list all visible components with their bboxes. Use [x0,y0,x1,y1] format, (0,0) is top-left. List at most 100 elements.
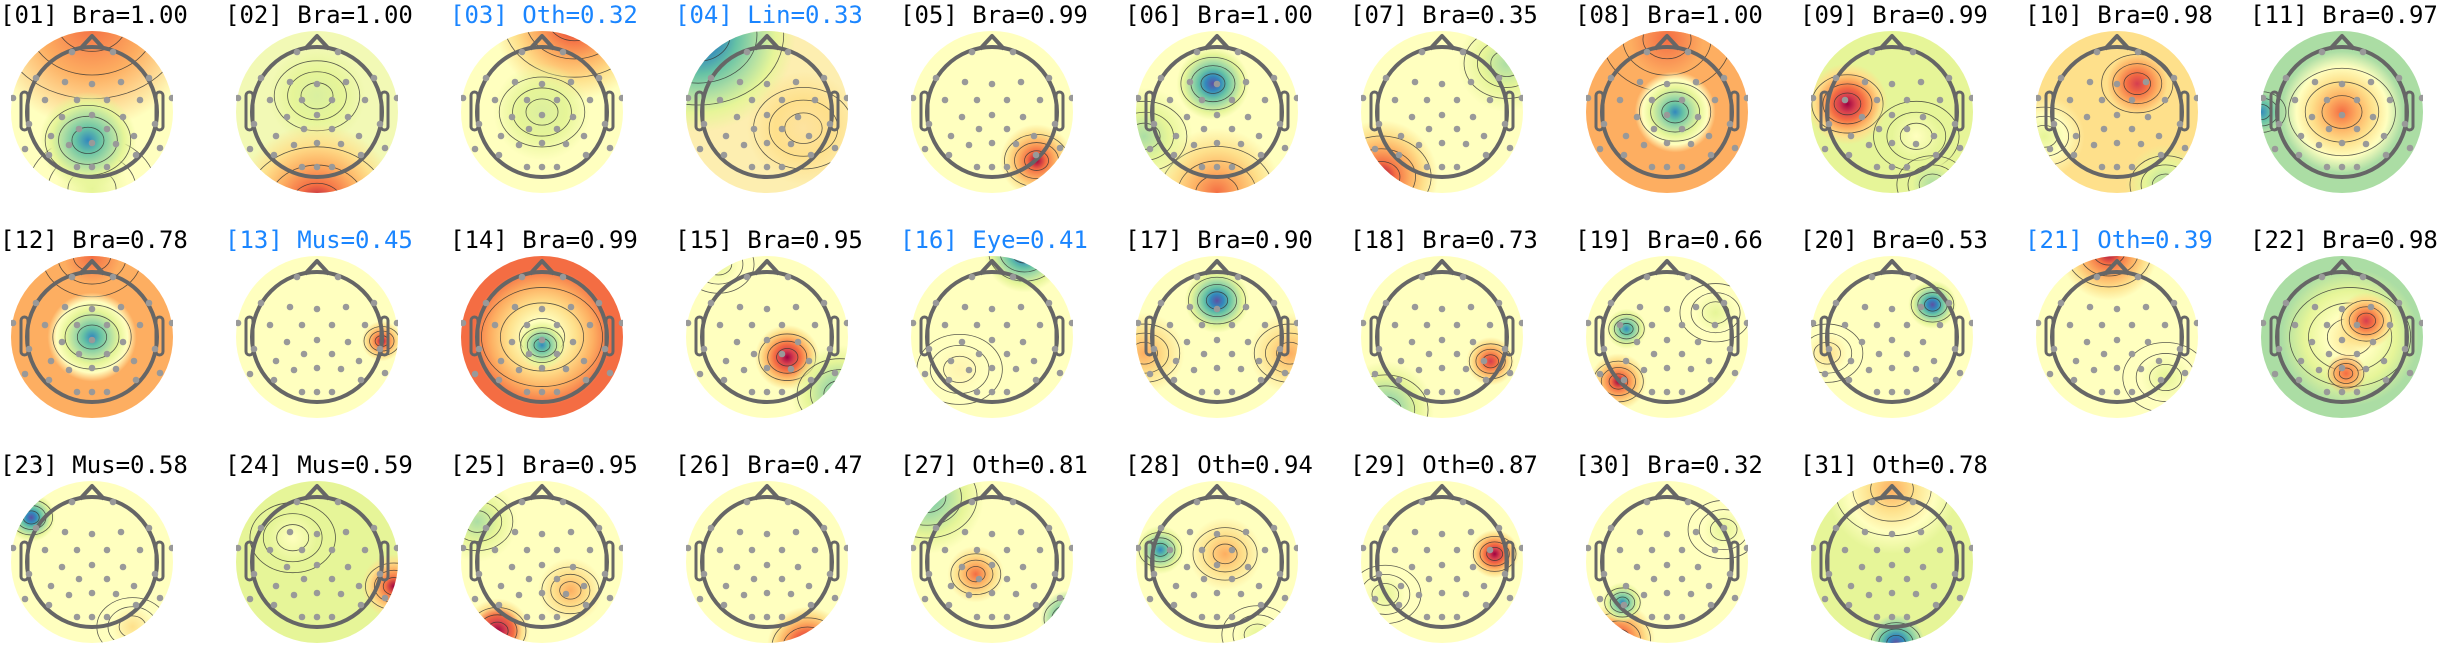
component-label: [11] Bra=0.97 [2250,1,2438,29]
electrode-marker [1172,132,1180,140]
electrode-marker [2144,113,2152,121]
electrode-marker [582,151,590,159]
electrode-marker [2380,357,2388,365]
electrode-marker [1687,365,1695,373]
component-tile: [09] Bra=0.99 [1800,0,2022,222]
electrode-marker [2271,145,2279,153]
electrode-marker [1678,96,1686,104]
electrode-marker [1932,601,1940,609]
electrode-marker [2161,321,2169,329]
electrode-marker [313,589,321,597]
electrode-marker [130,582,138,590]
electrode-marker [313,80,321,88]
topomap [461,256,623,418]
contour-line [1200,73,1226,94]
electrode-marker [743,48,751,56]
electrode-marker [538,305,546,313]
electrode-marker [1811,319,1817,327]
electrode-marker [580,357,588,365]
nose-outline [1203,34,1231,51]
contour-line [1371,583,1400,606]
electrode-marker [1912,140,1920,148]
nose-outline [303,34,331,51]
component-label: [09] Bra=0.99 [1800,1,1988,29]
electrode-marker [1170,601,1178,609]
electrode-marker [1495,524,1503,532]
electrode-marker [1146,595,1154,603]
electrode-marker [88,305,96,313]
electrode-marker [61,78,69,86]
electrode-marker [1832,74,1840,82]
contour-line [1698,509,1748,551]
electrode-marker [1663,364,1671,372]
electrode-marker [1692,528,1700,536]
electrode-marker [601,120,609,128]
topomap-activation-blob [911,320,1009,418]
electrode-marker [2036,94,2042,102]
electrode-marker [1030,582,1038,590]
electrode-marker [1873,96,1881,104]
component-tile: [25] Bra=0.95 [450,450,672,667]
electrode-marker [1903,575,1911,583]
electrode-marker [2098,321,2106,329]
electrode-marker [1361,319,1367,327]
topomap [911,31,1073,193]
electrode-marker [1270,299,1278,307]
electrode-marker [357,601,365,609]
electrode-marker [2353,96,2361,104]
electrode-marker [88,111,96,119]
electrode-marker [313,336,321,344]
electrode-marker [376,120,384,128]
electrode-marker [1707,151,1715,159]
topomap-activation-blob [2261,83,2290,141]
electrode-marker [925,570,933,578]
topomap-activation-blob [461,481,518,562]
electrode-marker [1687,140,1695,148]
electrode-marker [2367,78,2375,86]
electrode-marker [298,321,306,329]
electrode-marker [925,120,933,128]
electrode-marker [1453,163,1461,171]
electrode-marker [1136,319,1142,327]
electrode-marker [1453,350,1461,358]
nose-outline [78,34,106,51]
electrode-marker [720,376,728,384]
electrode-marker [2353,163,2361,171]
electrode-marker [1423,613,1431,621]
component-label: [21] Oth=0.39 [2025,226,2213,254]
electrode-marker [720,151,728,159]
electrode-marker [246,595,254,603]
electrode-marker [1486,546,1494,554]
electrode-marker [1633,113,1641,121]
electrode-marker [257,299,265,307]
electrode-marker [559,498,567,506]
electrode-marker [1650,350,1658,358]
electrode-marker [1506,369,1514,377]
topomap [461,31,623,193]
nose-outline [1878,34,1906,51]
electrode-marker [45,601,53,609]
electrode-marker [61,528,69,536]
component-label: [27] Oth=0.81 [900,451,1088,479]
electrode-marker [1228,575,1236,583]
contour-line [782,626,833,643]
electrode-marker [595,299,603,307]
electrode-marker [2113,80,2121,88]
electrode-marker [236,319,242,327]
contour-line [1608,313,1645,344]
electrode-marker [1865,141,1873,149]
electrode-marker [2318,48,2326,56]
contour-line [776,348,799,367]
electrode-marker [2142,303,2150,311]
electrode-marker [961,303,969,311]
electrode-marker [156,144,164,152]
nose-outline [1203,259,1231,276]
electrode-marker [357,151,365,159]
electrode-marker [482,74,490,82]
electrode-marker [1228,388,1236,396]
electrode-marker [1003,321,1011,329]
electrode-marker [1003,163,1011,171]
electrode-marker [1888,139,1896,147]
electrode-marker [2157,376,2165,384]
electrode-marker [1213,111,1221,119]
